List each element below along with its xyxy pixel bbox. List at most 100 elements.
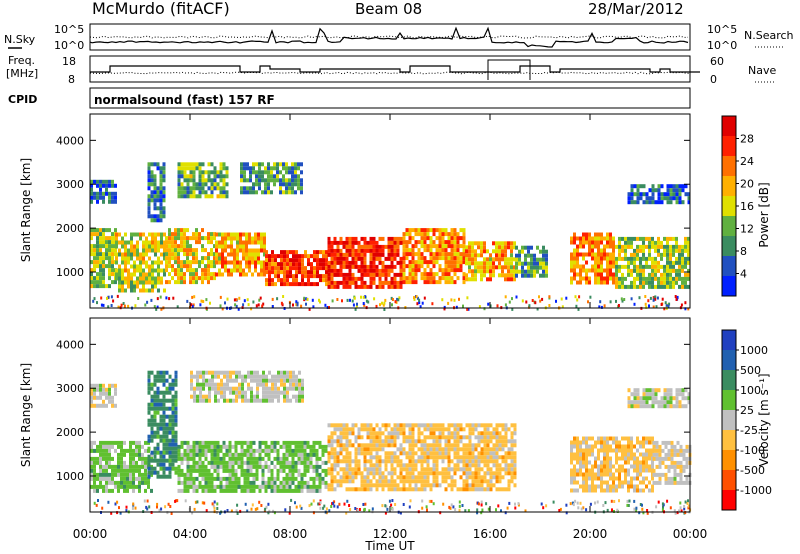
echo-cell	[315, 472, 319, 477]
echo-cell	[102, 195, 105, 200]
echo-cell	[381, 252, 385, 257]
echo-cell	[594, 280, 597, 285]
echo-cell	[489, 257, 492, 262]
echo-cell	[217, 398, 220, 403]
echo-cell	[639, 452, 642, 457]
echo-cell	[636, 436, 639, 441]
echo-cell	[342, 276, 346, 281]
echo-cell	[221, 272, 224, 277]
echo-cell	[288, 170, 291, 175]
echo-cell	[354, 260, 358, 265]
echo-cell	[577, 307, 580, 311]
echo-cell	[165, 434, 169, 439]
echo-cell	[115, 244, 118, 249]
y-tick-label: 1000	[56, 266, 84, 279]
echo-cell	[130, 288, 133, 293]
echo-cell	[251, 252, 254, 257]
echo-cell	[681, 256, 684, 261]
echo-cell	[165, 370, 169, 375]
echo-cell	[273, 444, 277, 449]
echo-cell	[277, 378, 280, 383]
echo-cell	[450, 260, 454, 265]
echo-cell	[147, 422, 151, 427]
echo-cell	[657, 252, 660, 257]
echo-cell	[501, 269, 504, 274]
echo-cell	[261, 174, 264, 179]
echo-cell	[381, 272, 385, 277]
echo-cell	[288, 484, 292, 489]
echo-cell	[315, 484, 319, 489]
echo-cell	[153, 382, 157, 387]
echo-cell	[345, 459, 349, 464]
echo-cell	[180, 174, 184, 179]
echo-cell	[327, 443, 331, 448]
echo-cell	[597, 232, 600, 237]
echo-cell	[378, 455, 382, 460]
echo-cell	[627, 284, 630, 289]
echo-cell	[254, 236, 257, 241]
echo-cell	[630, 236, 633, 241]
echo-cell	[174, 454, 178, 459]
echo-cell	[261, 476, 265, 481]
echo-cell	[480, 435, 484, 440]
echo-cell	[645, 468, 648, 473]
echo-cell	[171, 398, 175, 403]
echo-cell	[342, 455, 346, 460]
echo-cell	[369, 276, 373, 281]
echo-cell	[636, 440, 639, 445]
echo-cell	[192, 440, 196, 445]
echo-cell	[444, 475, 448, 480]
echo-cell	[333, 487, 337, 492]
echo-cell	[322, 278, 325, 283]
echo-cell	[606, 452, 609, 457]
echo-cell	[254, 248, 257, 253]
echo-cell	[141, 472, 144, 477]
echo-cell	[111, 395, 114, 400]
echo-cell	[606, 244, 609, 249]
echo-cell	[262, 370, 265, 375]
echo-cell	[339, 272, 343, 277]
echo-cell	[147, 206, 151, 211]
echo-cell	[661, 297, 664, 301]
echo-cell	[357, 459, 361, 464]
echo-cell	[591, 444, 594, 449]
echo-cell	[96, 244, 99, 249]
echo-cell	[163, 244, 166, 249]
echo-cell	[539, 249, 542, 254]
echo-cell	[120, 460, 123, 465]
echo-cell	[165, 244, 168, 249]
echo-cell	[294, 162, 297, 167]
echo-cell	[521, 249, 524, 254]
echo-cell	[120, 303, 123, 307]
echo-cell	[190, 370, 193, 375]
echo-cell	[408, 459, 412, 464]
echo-cell	[438, 439, 442, 444]
echo-cell	[618, 476, 621, 481]
echo-cell	[90, 272, 93, 277]
echo-cell	[108, 391, 111, 396]
echo-cell	[507, 447, 511, 452]
echo-cell	[219, 304, 222, 308]
echo-cell	[363, 264, 367, 269]
echo-cell	[570, 240, 573, 245]
echo-cell	[222, 456, 226, 461]
echo-cell	[458, 297, 460, 301]
echo-cell	[651, 188, 655, 193]
echo-cell	[480, 455, 484, 460]
echo-cell	[474, 427, 478, 432]
echo-cell	[297, 186, 300, 191]
echo-cell	[108, 183, 111, 188]
echo-cell	[639, 272, 642, 277]
echo-cell	[384, 256, 388, 261]
echo-cell	[258, 178, 261, 183]
echo-cell	[390, 244, 394, 249]
echo-cell	[633, 464, 636, 469]
echo-cell	[585, 472, 588, 477]
echo-cell	[124, 264, 127, 269]
echo-cell	[295, 282, 298, 287]
echo-cell	[348, 459, 352, 464]
echo-cell	[261, 170, 264, 175]
echo-cell	[294, 488, 298, 493]
echo-cell	[258, 488, 262, 493]
echo-cell	[429, 244, 433, 249]
